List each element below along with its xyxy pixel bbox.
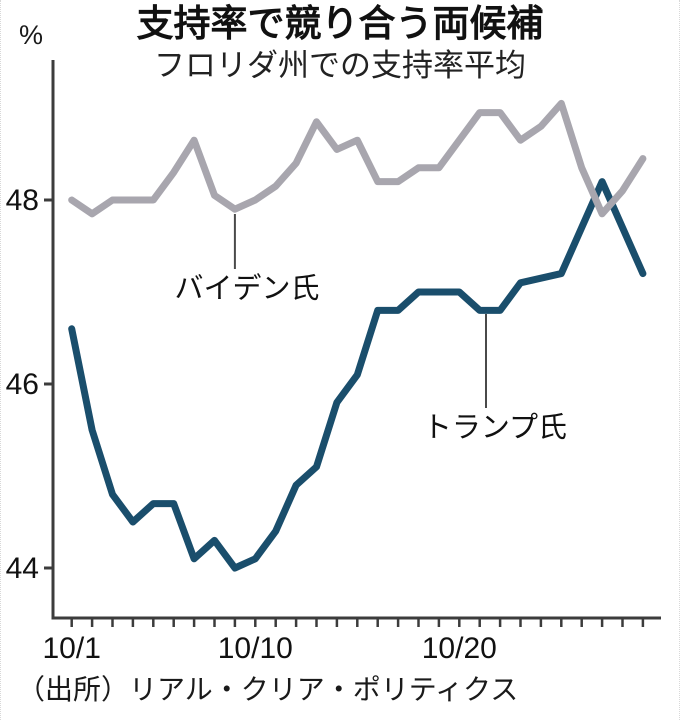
chart-title: 支持率で競り合う両候補 xyxy=(136,3,544,44)
x-tick-label: 10/10 xyxy=(218,632,293,665)
x-tick-label: 10/20 xyxy=(422,632,497,665)
y-tick-label: 48 xyxy=(6,184,39,217)
source-note: （出所）リアル・クリア・ポリティクス xyxy=(17,674,519,705)
biden-callout-label: バイデン氏 xyxy=(174,272,319,305)
trump-line xyxy=(68,178,647,572)
y-axis-unit-label: % xyxy=(19,20,44,50)
x-tick-label: 10/1 xyxy=(43,632,101,665)
biden-line xyxy=(68,99,647,218)
y-tick-label: 46 xyxy=(6,368,39,401)
trump-callout-label: トランプ氏 xyxy=(423,412,567,444)
y-tick-label: 44 xyxy=(6,552,39,585)
chart-subtitle: フロリダ州での支持率平均 xyxy=(154,48,526,83)
